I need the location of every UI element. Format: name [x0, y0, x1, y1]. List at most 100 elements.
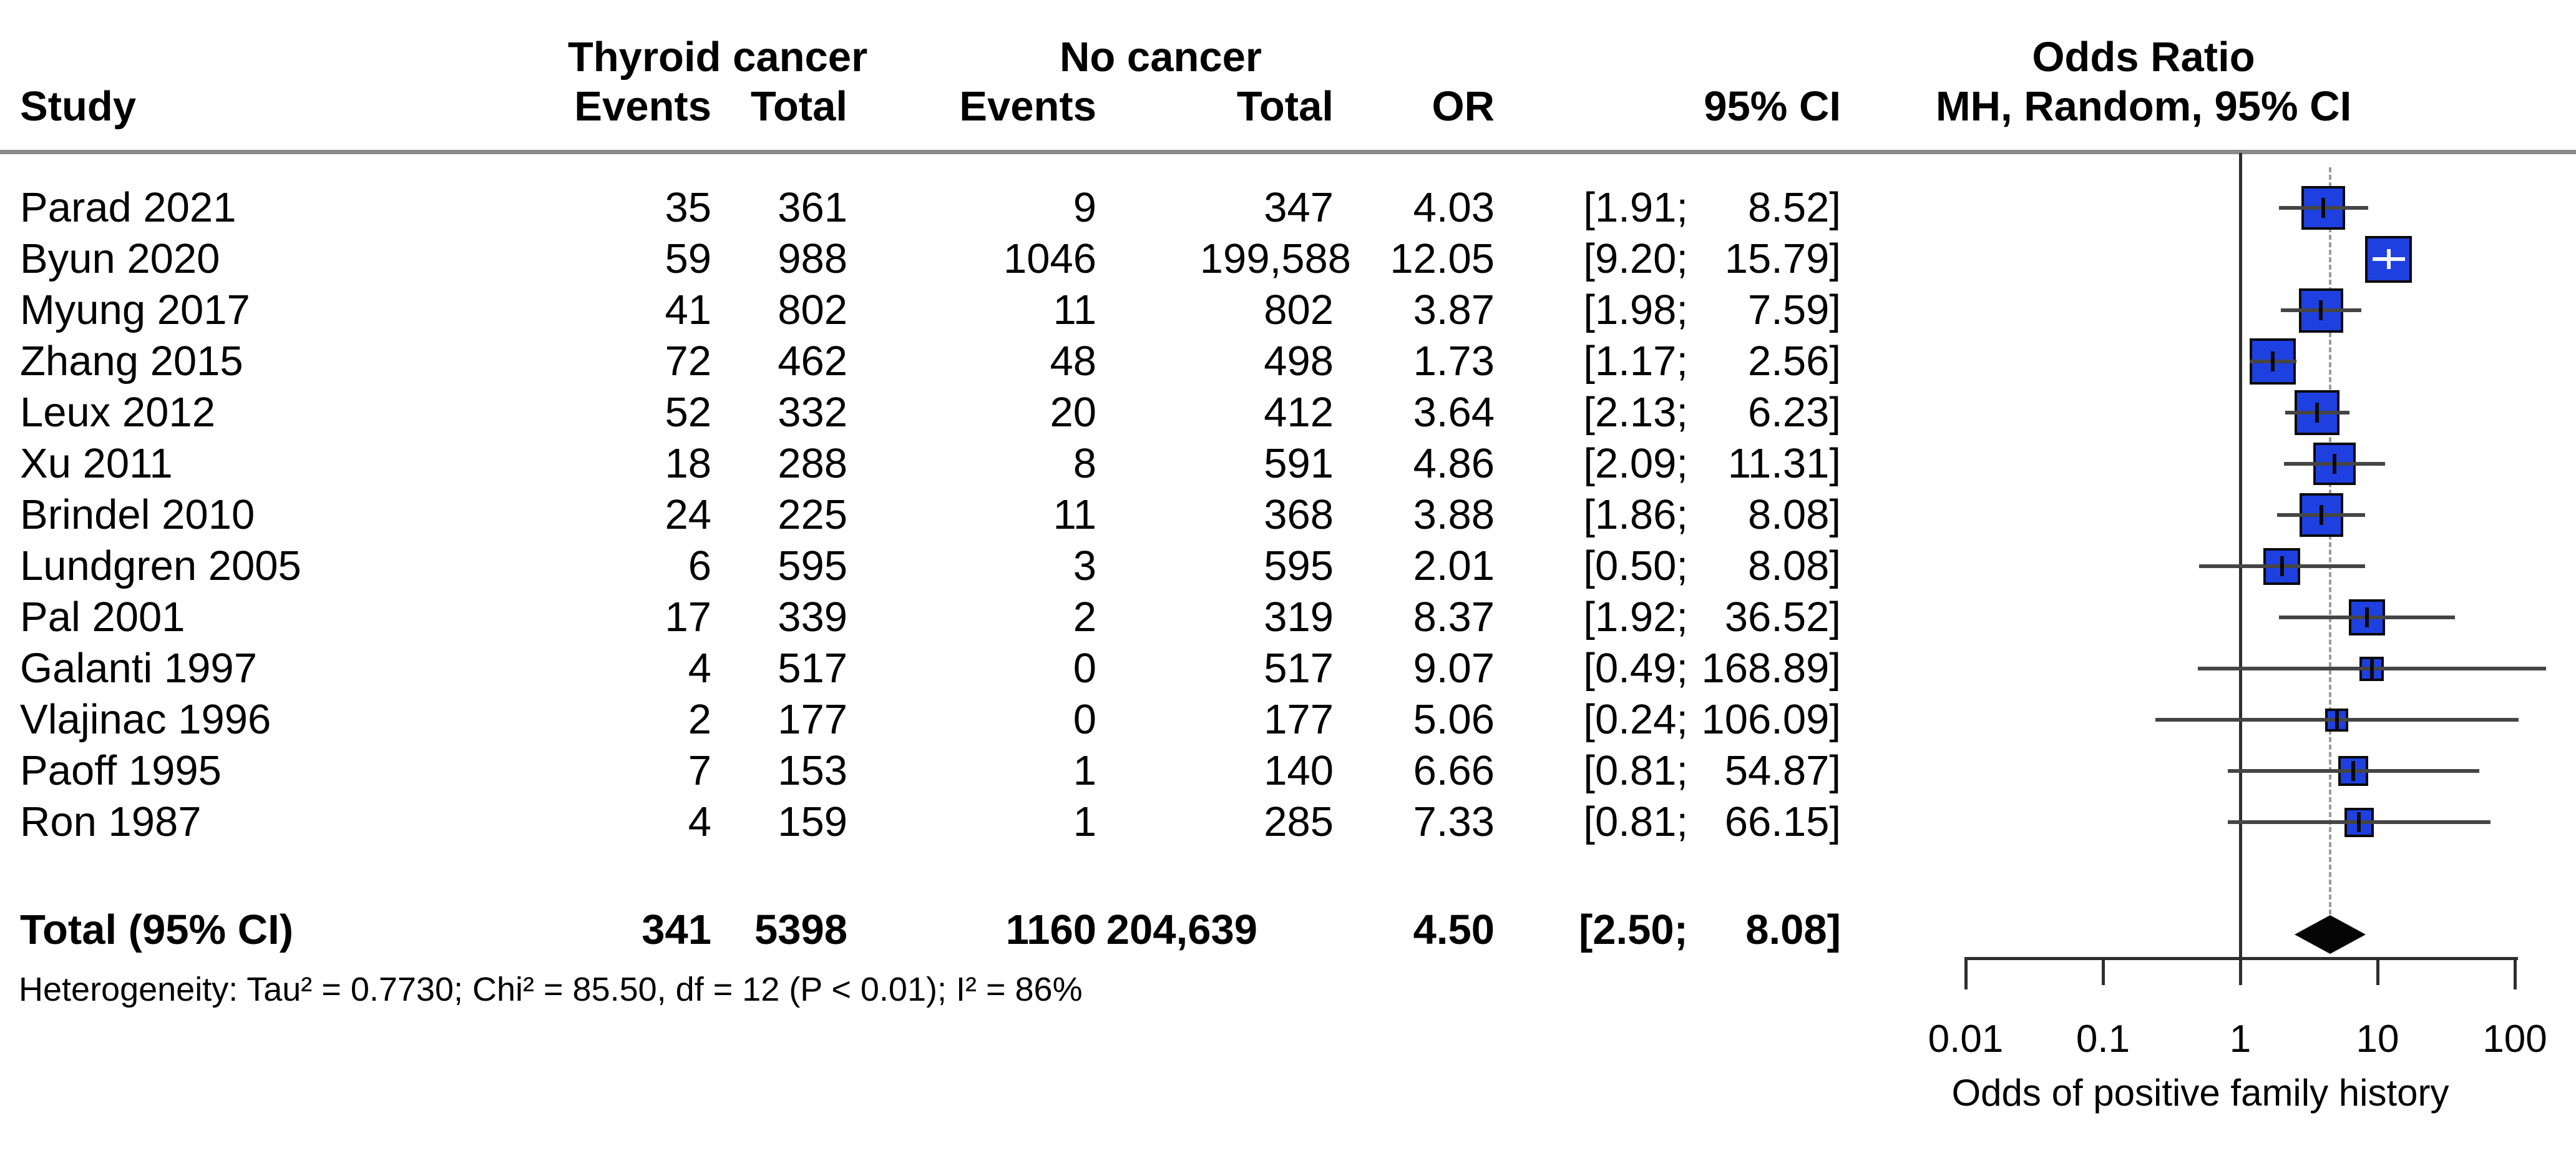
col-header-total-control: Total [1236, 83, 1334, 130]
x-axis-label: Odds of positive family history [1951, 1072, 2449, 1114]
total-cancer-value: 225 [778, 491, 847, 538]
study-name: Galanti 1997 [20, 645, 257, 692]
total-row-label: Total (95% CI) [20, 906, 294, 953]
point-estimate-tick [2321, 198, 2326, 218]
point-estimate-tick [2334, 710, 2339, 730]
events-cancer-value: 41 [665, 287, 711, 333]
events-control-value: 11 [1053, 287, 1096, 333]
study-name: Brindel 2010 [20, 491, 255, 538]
total-cancer-value: 288 [778, 440, 847, 487]
events-control-value: 20 [1050, 389, 1096, 436]
events-control-value: 48 [1050, 338, 1096, 385]
point-estimate-tick [2319, 300, 2323, 320]
total-cancer-value: 462 [778, 338, 847, 385]
ci-low-value: [0.50; [1583, 542, 1688, 589]
events-cancer-value: 72 [665, 338, 711, 385]
point-estimate-tick [2364, 607, 2369, 627]
total-cancer-value: 332 [778, 389, 847, 436]
events-control-value: 1 [1073, 798, 1096, 845]
events-cancer-value: 7 [688, 747, 711, 794]
total-control-value: 285 [1264, 798, 1334, 845]
group-header-thyroid-cancer: Thyroid cancer [567, 34, 868, 81]
col-header-events-cancer: Events [574, 83, 711, 130]
events-cancer-value: 24 [665, 491, 711, 538]
events-control-value: 1046 [1003, 235, 1096, 282]
total-control-value: 347 [1264, 184, 1334, 231]
total-control-value: 591 [1264, 440, 1334, 487]
ci-high-value: 168.89] [1701, 645, 1841, 692]
col-header-study: Study [20, 83, 137, 130]
plot-subtitle: MH, Random, 95% CI [1935, 83, 2352, 130]
ci-low-value: [2.09; [1583, 440, 1688, 487]
heterogeneity-note: Heterogeneity: Tau² = 0.7730; Chi² = 85.… [19, 971, 1083, 1008]
study-name: Xu 2011 [20, 440, 173, 487]
or-value: 2.01 [1413, 542, 1495, 589]
axis-tick-label: 10 [2356, 1018, 2399, 1061]
total-control-value: 140 [1264, 747, 1334, 794]
axis-tick [2376, 957, 2379, 985]
total-cancer-value: 595 [778, 542, 847, 589]
study-name: Parad 2021 [20, 184, 237, 231]
events-control-value: 0 [1073, 696, 1096, 743]
ci-low-value: [1.92; [1583, 594, 1688, 640]
total-cancer-value: 177 [778, 696, 847, 743]
col-header-events-control: Events [959, 83, 1096, 130]
study-name: Lundgren 2005 [20, 542, 301, 589]
total-cancer-value: 802 [778, 287, 847, 333]
total-control-value: 319 [1264, 594, 1334, 640]
study-name: Pal 2001 [20, 594, 185, 640]
ci-high-value: 7.59] [1747, 287, 1841, 333]
or-value: 3.64 [1413, 389, 1495, 436]
events-cancer-value: 52 [665, 389, 711, 436]
point-estimate-tick [2333, 454, 2337, 474]
axis-tick-label: 0.1 [2076, 1018, 2130, 1061]
or-value: 9.07 [1413, 645, 1495, 692]
ci-low-value: [0.81; [1583, 747, 1688, 794]
ci-low-value: [9.20; [1583, 235, 1688, 282]
events-control-value: 2 [1073, 594, 1096, 640]
events-control-value: 3 [1073, 542, 1096, 589]
study-name: Paoff 1995 [20, 747, 222, 794]
ci-high-value: 11.31] [1727, 440, 1841, 487]
ci-high-value: 54.87] [1724, 747, 1841, 794]
point-estimate-tick [2271, 351, 2275, 371]
point-estimate-tick [2315, 403, 2320, 423]
total-control-value: 802 [1264, 287, 1334, 333]
total-control-value: 412 [1264, 389, 1334, 436]
study-name: Myung 2017 [20, 287, 250, 333]
study-name: Leux 2012 [20, 389, 215, 436]
or-value: 12.05 [1390, 235, 1495, 282]
ci-high-value: 8.08] [1745, 906, 1841, 953]
point-estimate-tick [2351, 761, 2356, 781]
total-control-value: 595 [1264, 542, 1334, 589]
study-name: Zhang 2015 [20, 338, 243, 385]
axis-tick-label: 1 [2229, 1018, 2252, 1061]
ci-high-value: 106.09] [1701, 696, 1841, 743]
events-cancer-value: 4 [688, 798, 711, 845]
header-separator-rule [0, 150, 2576, 154]
or-value: 4.03 [1413, 184, 1495, 231]
ci-low-value: [1.98; [1583, 287, 1688, 333]
or-value: 7.33 [1413, 798, 1495, 845]
total-control-value: 199,588 [1199, 235, 1351, 282]
axis-tick-label: 0.01 [1928, 1018, 2004, 1061]
events-cancer-value: 18 [665, 440, 711, 487]
events-cancer-value: 59 [665, 235, 711, 282]
group-header-no-cancer: No cancer [1060, 34, 1262, 81]
or-value: 3.87 [1413, 287, 1495, 333]
pooled-or-dashed-line [2329, 167, 2331, 915]
ci-low-value: [0.81; [1583, 798, 1688, 845]
ci-low-value: [0.24; [1583, 696, 1688, 743]
total-control-value: 204,639 [1106, 906, 1257, 953]
axis-tick [2238, 957, 2242, 985]
or-reference-line [2239, 153, 2242, 960]
or-value: 4.50 [1413, 906, 1495, 953]
total-cancer-value: 517 [778, 645, 847, 692]
study-name: Vlajinac 1996 [20, 696, 271, 743]
or-value: 5.06 [1413, 696, 1495, 743]
col-header-or: OR [1432, 83, 1495, 130]
events-cancer-value: 6 [688, 542, 711, 589]
ci-low-value: [2.50; [1578, 906, 1688, 953]
or-value: 8.37 [1413, 594, 1495, 640]
